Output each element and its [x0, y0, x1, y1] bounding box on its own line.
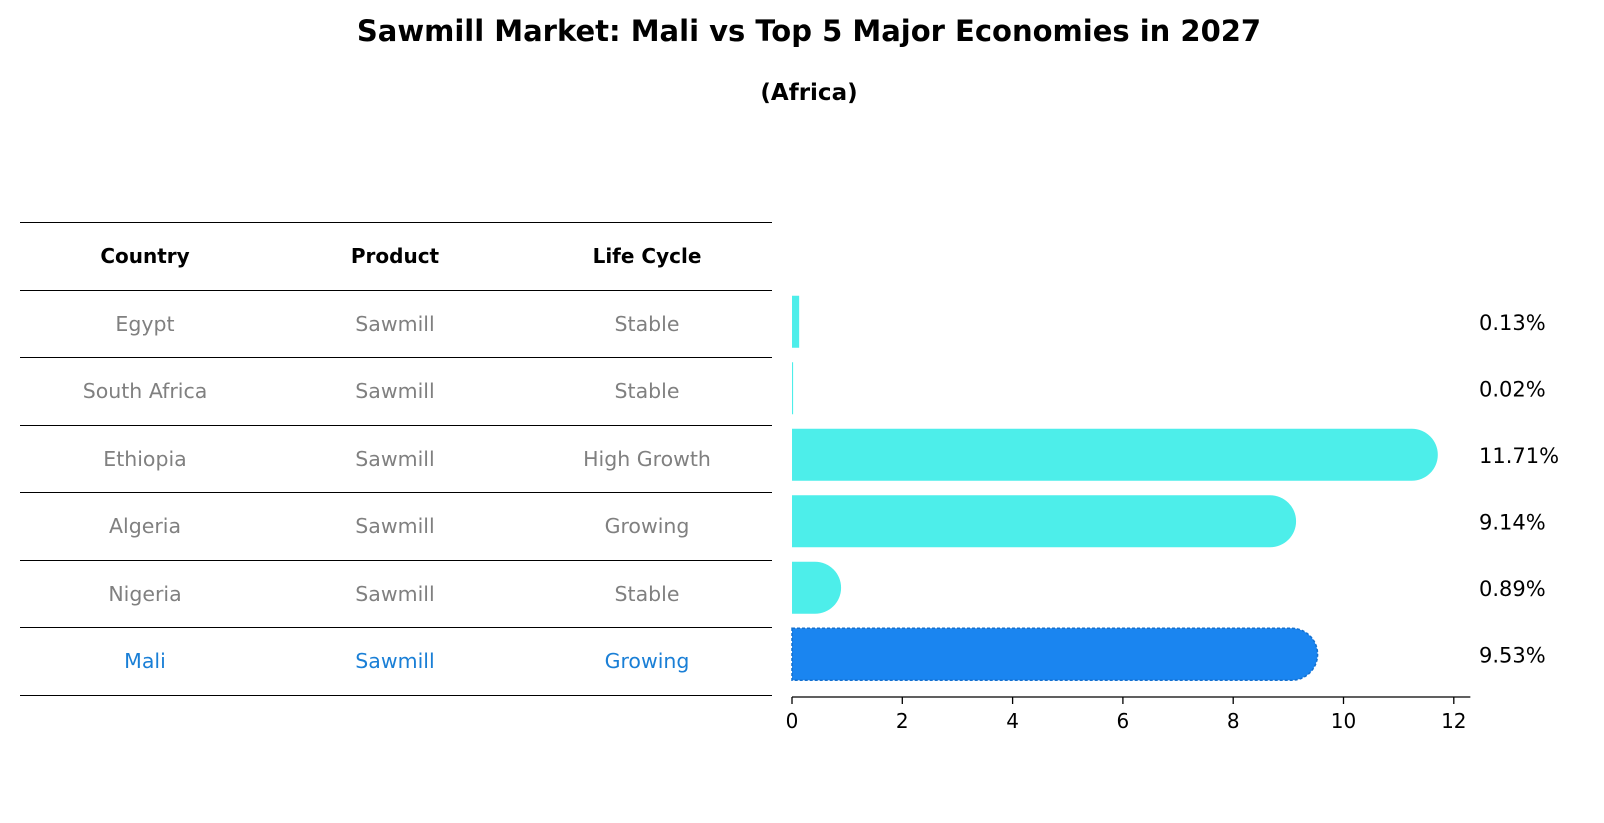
- country-cell: Algeria: [108, 514, 182, 539]
- x-tick-label: 10: [1331, 709, 1356, 733]
- bar-mali: [791, 627, 1319, 681]
- bar-nigeria: [792, 561, 842, 614]
- x-tick-label: 6: [1117, 709, 1130, 733]
- x-tick-label: 0: [786, 709, 799, 733]
- life-cycle-cell: Stable: [614, 311, 680, 336]
- product-cell: Sawmill: [355, 379, 435, 404]
- table-row: Algeria Sawmill Growing: [20, 493, 772, 561]
- chart-subtitle: (Africa): [760, 80, 858, 106]
- life-cycle-cell: Growing: [604, 649, 690, 674]
- x-tick-label: 8: [1227, 709, 1240, 733]
- table-row: South Africa Sawmill Stable: [20, 358, 772, 426]
- country-cell: Mali: [124, 649, 166, 674]
- bar-south-africa: [792, 362, 794, 415]
- life-cycle-cell: Growing: [604, 514, 690, 539]
- country-cell: Ethiopia: [103, 446, 187, 471]
- value-label: 9.14%: [1479, 510, 1546, 534]
- header-product: Product: [350, 244, 440, 269]
- data-table: Country Product Life Cycle Egypt Sawmill…: [20, 222, 772, 696]
- product-cell: Sawmill: [355, 446, 435, 471]
- country-cell: South Africa: [82, 379, 208, 404]
- table-row: Egypt Sawmill Stable: [20, 291, 772, 358]
- country-cell: Egypt: [115, 311, 175, 336]
- life-cycle-cell: High Growth: [583, 446, 711, 471]
- bar-ethiopia: [792, 428, 1438, 481]
- header-country: Country: [100, 244, 190, 269]
- table-header-row: Country Product Life Cycle: [20, 222, 772, 291]
- product-cell: Sawmill: [355, 581, 435, 606]
- chart-title: Sawmill Market: Mali vs Top 5 Major Econ…: [356, 14, 1262, 48]
- life-cycle-cell: Stable: [614, 379, 680, 404]
- header-life-cycle: Life Cycle: [592, 244, 702, 269]
- value-label: 0.89%: [1479, 577, 1546, 601]
- table-row: Nigeria Sawmill Stable: [20, 561, 772, 628]
- bar-egypt: [792, 295, 800, 348]
- value-label: 9.53%: [1479, 643, 1546, 667]
- table-row: Ethiopia Sawmill High Growth: [20, 426, 772, 493]
- country-cell: Nigeria: [108, 581, 182, 606]
- value-label: 0.02%: [1479, 377, 1546, 401]
- life-cycle-cell: Stable: [614, 581, 680, 606]
- bar-algeria: [792, 495, 1297, 548]
- value-label: 11.71%: [1479, 444, 1559, 468]
- x-tick-label: 12: [1441, 709, 1466, 733]
- product-cell: Sawmill: [355, 649, 435, 674]
- product-cell: Sawmill: [355, 514, 435, 539]
- x-tick-label: 2: [896, 709, 909, 733]
- table-row-highlight: Mali Sawmill Growing: [20, 628, 772, 696]
- product-cell: Sawmill: [355, 311, 435, 336]
- value-label: 0.13%: [1479, 311, 1546, 335]
- x-tick-label: 4: [1006, 709, 1019, 733]
